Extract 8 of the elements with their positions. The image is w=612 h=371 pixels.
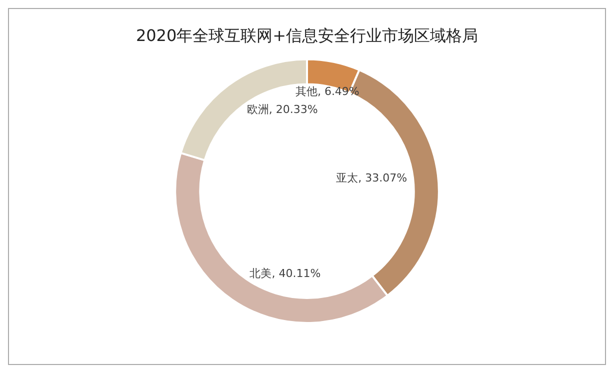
data-label: , 40.11%: [272, 266, 321, 280]
slice-label: 亚太: [336, 171, 358, 184]
data-label: , 20.33%: [268, 103, 318, 116]
slice-label: 欧洲: [246, 103, 269, 116]
chart-title: 2020年全球互联网+信息安全行业市场区域格局: [136, 26, 478, 45]
data-label: , 33.07%: [358, 171, 408, 184]
slice-label: 其他: [295, 85, 318, 98]
slice-label: 北美: [250, 266, 272, 280]
